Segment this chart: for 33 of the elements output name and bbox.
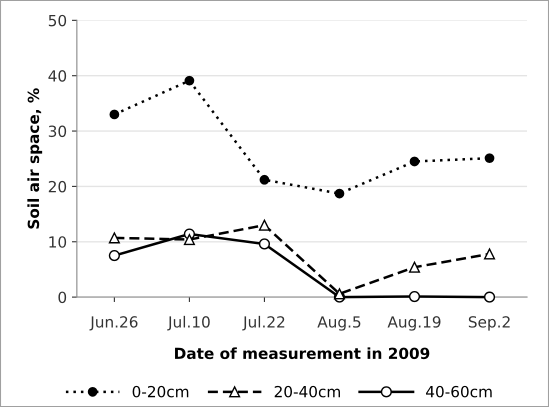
x-tick-label: Jul.10: [167, 316, 210, 331]
x-tick-label: Aug.5: [317, 316, 360, 331]
point: [410, 156, 420, 166]
point: [258, 238, 270, 250]
point: [108, 250, 120, 262]
y-tick-label: 10: [49, 236, 66, 248]
point: [184, 234, 195, 246]
point: [408, 262, 420, 273]
point: [184, 76, 194, 86]
x-tick-label: Sep.2: [468, 316, 510, 331]
legend-label: 40-60cm: [426, 386, 492, 398]
point: [260, 174, 270, 185]
point: [408, 291, 420, 302]
legend-label: 0-20cm: [132, 386, 188, 398]
point: [108, 232, 120, 244]
point: [484, 292, 496, 303]
x-axis-title: Date of measurement in 2009: [175, 347, 430, 360]
y-tick-label: 20: [48, 180, 66, 192]
point: [258, 220, 270, 231]
point: [484, 153, 494, 164]
point: [484, 248, 496, 260]
y-tick-label: 0: [58, 292, 66, 304]
y-tick-label: 30: [48, 126, 66, 138]
point: [334, 288, 346, 300]
y-axis-title: Soil air space, %: [27, 88, 42, 229]
y-tick-label: 40: [48, 70, 66, 82]
point: [110, 110, 120, 120]
x-tick-label: Jun.26: [90, 316, 138, 331]
x-tick-label: Jul.22: [242, 316, 284, 331]
x-tick-label: Aug.19: [388, 316, 440, 331]
point: [334, 188, 344, 198]
legend-label: 20-40cm: [274, 386, 340, 398]
y-tick-label: 50: [48, 14, 66, 26]
